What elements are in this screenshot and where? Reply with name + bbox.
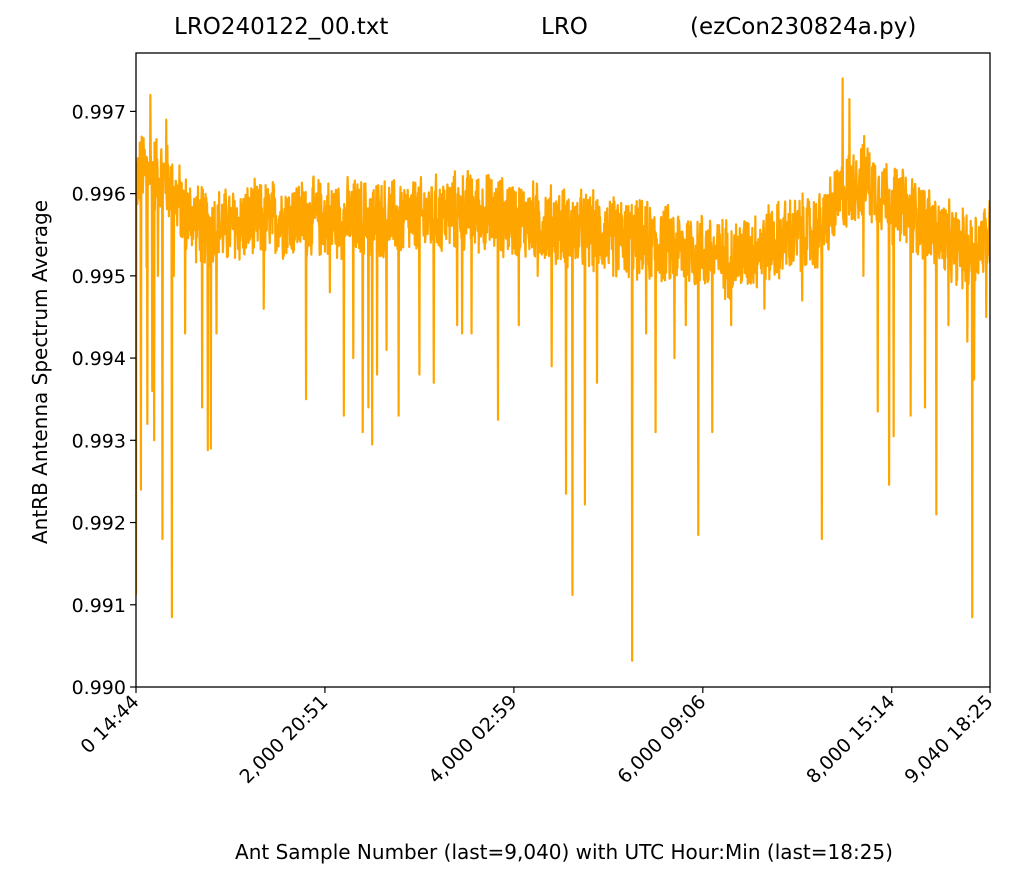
x-axis-label: Ant Sample Number (last=9,040) with UTC …: [235, 840, 893, 864]
y-axis-label: AntRB Antenna Spectrum Average: [28, 199, 52, 545]
plot-layer: [136, 77, 990, 662]
chart-title-station: LRO: [541, 14, 588, 40]
x-tick-label: 9,040 18:25: [901, 691, 998, 788]
y-tick-label: 0.997: [72, 101, 126, 123]
x-axis: 0 14:44 2,000 20:51 4,000 02:59 6,000 09:06…: [76, 687, 998, 788]
y-tick-label: 0.991: [72, 595, 126, 617]
y-tick-label: 0.993: [72, 430, 126, 452]
y-tick-label: 0.990: [72, 677, 126, 699]
x-tick-label: 0 14:44: [76, 691, 143, 758]
y-tick-label: 0.992: [72, 513, 126, 535]
y-tick-label: 0.994: [72, 348, 126, 370]
x-tick-label: 4,000 02:59: [424, 691, 521, 788]
x-tick-label: 8,000 15:14: [802, 691, 899, 788]
series-line: [136, 77, 990, 662]
plot-frame: [135, 52, 991, 688]
y-tick-label: 0.996: [72, 184, 126, 206]
chart-title-script: (ezCon230824a.py): [690, 14, 917, 40]
x-tick-label: 2,000 20:51: [235, 691, 332, 788]
x-tick-label: 6,000 09:06: [613, 691, 710, 788]
chart-title-filename: LRO240122_00.txt: [174, 14, 389, 40]
y-axis: 0.990 0.991 0.992 0.993 0.994 0.995 0.996 0.997: [72, 101, 136, 699]
y-tick-label: 0.995: [72, 266, 126, 288]
